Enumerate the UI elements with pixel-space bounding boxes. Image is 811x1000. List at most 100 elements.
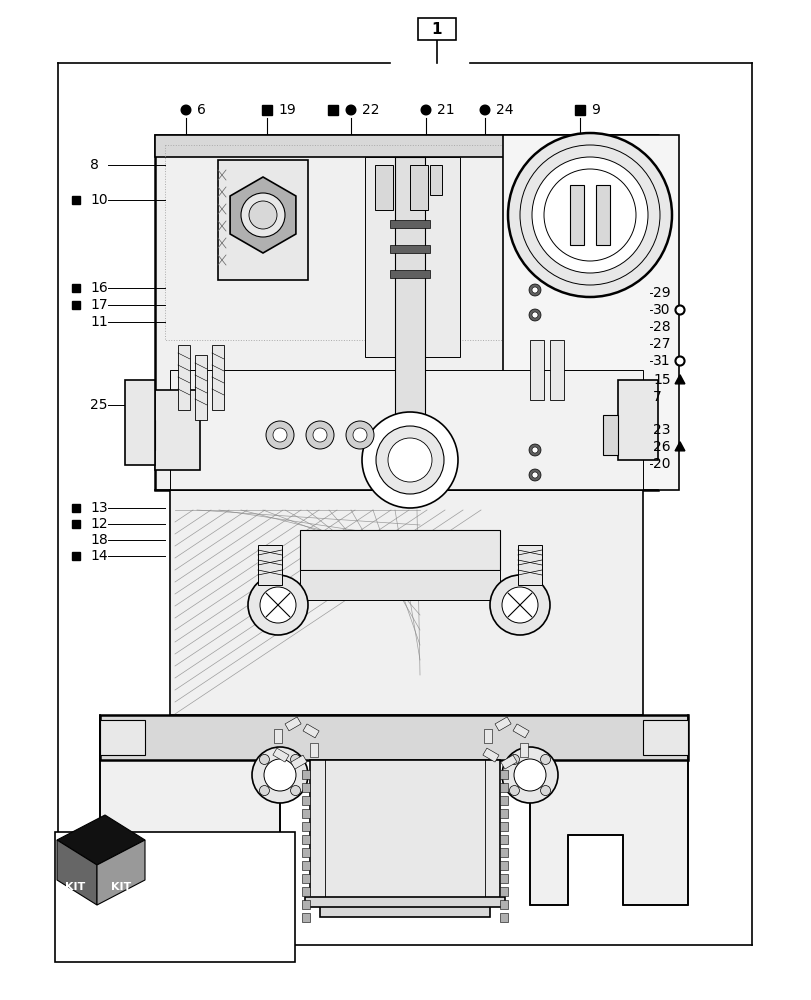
Bar (139, 420, 155, 450)
Bar (71, 301, 80, 309)
Bar (302, 835, 310, 844)
Bar (500, 770, 508, 779)
Text: = 3: = 3 (201, 871, 225, 885)
Bar (483, 729, 491, 743)
Circle shape (540, 786, 550, 796)
Text: 24: 24 (496, 103, 513, 117)
Bar (530, 340, 543, 400)
Bar (212, 345, 224, 410)
Circle shape (247, 575, 307, 635)
Bar (500, 796, 508, 805)
Bar (500, 900, 508, 909)
Text: 30: 30 (652, 303, 670, 317)
Circle shape (508, 133, 672, 297)
Circle shape (501, 747, 557, 803)
Circle shape (306, 421, 333, 449)
Text: 11: 11 (90, 315, 108, 329)
Bar (500, 848, 508, 857)
Circle shape (186, 854, 194, 862)
Circle shape (266, 421, 294, 449)
Text: 25: 25 (90, 398, 107, 412)
Circle shape (251, 747, 307, 803)
Text: 7: 7 (652, 390, 661, 404)
Circle shape (675, 356, 684, 366)
Text: 13: 13 (90, 501, 108, 515)
Bar (169, 490, 642, 715)
Text: 28: 28 (652, 320, 670, 334)
Bar (285, 717, 301, 731)
Bar (495, 717, 510, 731)
Bar (617, 380, 657, 460)
Text: = 2: = 2 (201, 851, 225, 865)
Bar (302, 913, 310, 922)
Text: 23: 23 (652, 423, 670, 437)
Bar (155, 135, 657, 490)
Polygon shape (530, 715, 687, 905)
Bar (55, 832, 294, 962)
Bar (100, 715, 687, 760)
Circle shape (528, 469, 540, 481)
Circle shape (421, 105, 431, 115)
Circle shape (260, 587, 296, 623)
Circle shape (272, 428, 286, 442)
Circle shape (543, 169, 635, 261)
Text: 22: 22 (362, 103, 379, 117)
Circle shape (249, 201, 277, 229)
Circle shape (388, 438, 431, 482)
Circle shape (501, 587, 538, 623)
Bar (273, 729, 281, 743)
Text: 10: 10 (90, 193, 108, 207)
Text: KIT: KIT (111, 882, 131, 892)
Bar (500, 887, 508, 896)
Text: = 4: = 4 (201, 891, 225, 905)
Text: 21: 21 (436, 103, 454, 117)
Text: 17: 17 (90, 298, 108, 312)
Bar (502, 135, 678, 490)
Bar (258, 545, 281, 585)
Bar (302, 770, 310, 779)
Bar (410, 165, 427, 210)
Bar (500, 809, 508, 818)
Polygon shape (97, 840, 145, 905)
Bar (569, 185, 583, 245)
Bar (262, 105, 272, 115)
Circle shape (345, 421, 374, 449)
Bar (71, 520, 80, 528)
Bar (186, 874, 194, 882)
Circle shape (264, 759, 296, 791)
Bar (365, 157, 460, 357)
Circle shape (290, 754, 300, 764)
Polygon shape (674, 442, 684, 451)
Bar (178, 345, 190, 410)
Bar (389, 270, 430, 278)
Circle shape (528, 444, 540, 456)
Bar (500, 783, 508, 792)
Bar (302, 861, 310, 870)
Bar (272, 748, 289, 762)
Polygon shape (674, 375, 684, 384)
Bar (302, 900, 310, 909)
Text: 20: 20 (652, 457, 670, 471)
Circle shape (345, 105, 355, 115)
Circle shape (508, 786, 519, 796)
Circle shape (540, 754, 550, 764)
Text: 18: 18 (90, 533, 108, 547)
Text: 27: 27 (652, 337, 670, 351)
Bar (500, 835, 508, 844)
Bar (483, 748, 499, 762)
Circle shape (312, 428, 327, 442)
Text: 12: 12 (90, 517, 108, 531)
Text: 26: 26 (652, 440, 670, 454)
Text: 19: 19 (277, 103, 295, 117)
Bar (595, 185, 609, 245)
Bar (290, 755, 307, 769)
Text: = 5: = 5 (201, 911, 225, 925)
Text: KIT: KIT (65, 882, 85, 892)
Circle shape (519, 145, 659, 285)
Bar (310, 743, 318, 757)
Circle shape (531, 287, 538, 293)
Bar (71, 552, 80, 560)
Bar (500, 822, 508, 831)
Bar (71, 504, 80, 512)
Bar (328, 105, 337, 115)
